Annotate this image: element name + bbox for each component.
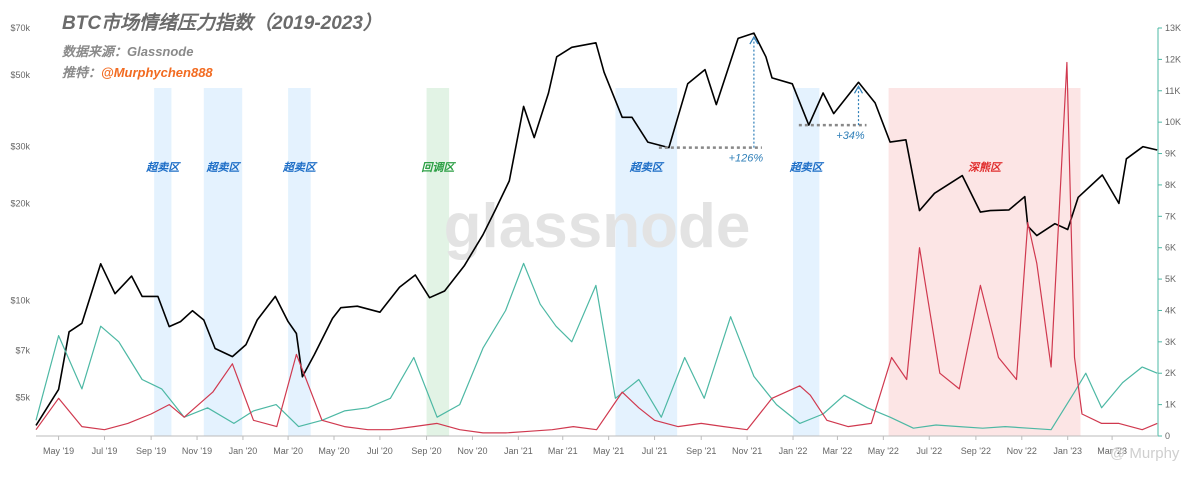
chart-title: BTC市场情绪压力指数（2019-2023）	[62, 13, 382, 34]
y-right-tick-label: 8K	[1165, 180, 1176, 190]
data-source-label: 数据来源：	[62, 44, 128, 59]
y-right-tick-label: 7K	[1165, 211, 1176, 221]
annotation-label: +126%	[729, 153, 764, 165]
zone-oversold	[203, 88, 243, 436]
annotation-label: +34%	[836, 130, 865, 142]
data-source-value: Glassnode	[127, 44, 194, 59]
y-left-tick-label: $5k	[15, 393, 30, 403]
x-tick-label: Jul '22	[916, 446, 942, 456]
y-left-tick-label: $20k	[10, 198, 30, 208]
twitter-label: 推特：	[62, 65, 102, 80]
zone-label: 深熊区	[968, 161, 1003, 174]
x-tick-label: Jul '20	[367, 446, 393, 456]
y-left-tick-label: $50k	[10, 70, 30, 80]
zone-oversold	[615, 88, 678, 436]
zone-label: 超卖区	[629, 161, 665, 174]
y-left-tick-label: $10k	[10, 296, 30, 306]
y-right-tick-label: 1K	[1165, 400, 1176, 410]
annotation-arrowhead	[749, 35, 759, 45]
btc-price-line	[35, 32, 1158, 426]
y-right-tick-label: 4K	[1165, 305, 1176, 315]
x-tick-label: Jan '22	[779, 446, 808, 456]
stress-index-green-line	[35, 262, 1158, 431]
y-right-tick-label: 9K	[1165, 149, 1176, 159]
x-tick-label: May '19	[43, 446, 74, 456]
annotation-arrowhead	[853, 85, 864, 94]
y-right-tick-label: 2K	[1165, 368, 1176, 378]
x-tick-label: Sep '22	[961, 446, 991, 456]
x-tick-label: Sep '19	[136, 446, 166, 456]
glassnode-watermark: glassnode	[444, 192, 751, 261]
x-tick-label: Jan '20	[229, 446, 258, 456]
x-tick-label: Jul '19	[92, 446, 118, 456]
stress-index-red-line	[35, 61, 1158, 434]
y-right-tick-label: 11K	[1165, 86, 1180, 96]
data-source: 数据来源：Glassnode	[62, 41, 193, 60]
x-tick-label: Sep '21	[686, 446, 716, 456]
zone-label: 超卖区	[206, 161, 242, 174]
y-left-tick-label: $7k	[15, 345, 30, 355]
y-right-tick-label: 6K	[1165, 243, 1176, 253]
x-tick-label: May '22	[868, 446, 899, 456]
y-right-tick-label: 12K	[1165, 54, 1181, 64]
twitter-credit: 推特：@Murphychen888	[62, 62, 213, 81]
twitter-handle: @Murphychen888	[101, 65, 213, 80]
y-right-tick-label: 5K	[1165, 274, 1176, 284]
x-tick-label: Mar '21	[548, 446, 578, 456]
x-tick-label: Mar '23	[1097, 446, 1127, 456]
zone-oversold	[154, 88, 172, 436]
zone-oversold	[793, 88, 820, 436]
x-tick-label: Sep '20	[411, 446, 441, 456]
x-tick-label: Jul '21	[642, 446, 668, 456]
zone-oversold	[288, 88, 311, 436]
x-tick-label: Jan '21	[504, 446, 533, 456]
x-tick-label: Mar '22	[823, 446, 853, 456]
zone-label: 超卖区	[282, 161, 318, 174]
x-tick-label: Nov '21	[732, 446, 762, 456]
zone-deep_bear	[888, 88, 1081, 436]
x-tick-label: May '20	[318, 446, 349, 456]
zone-label: 超卖区	[789, 161, 825, 174]
y-right-tick-label: 3K	[1165, 337, 1176, 347]
footer-watermark: @ Murphy	[1110, 445, 1180, 462]
y-right-tick-label: 10K	[1165, 117, 1181, 127]
zone-pullback	[426, 88, 450, 436]
y-right-tick-label: 13K	[1165, 23, 1181, 33]
y-left-tick-label: $70k	[10, 23, 30, 33]
x-tick-label: Jan '23	[1053, 446, 1082, 456]
x-tick-label: May '21	[593, 446, 624, 456]
x-tick-label: Nov '19	[182, 446, 212, 456]
y-left-tick-label: $30k	[10, 142, 30, 152]
y-right-tick-label: 0	[1165, 431, 1170, 441]
x-tick-label: Nov '20	[457, 446, 487, 456]
zone-label: 回调区	[421, 161, 456, 174]
zone-label: 超卖区	[145, 161, 181, 174]
x-tick-label: Mar '20	[273, 446, 303, 456]
x-tick-label: Nov '22	[1007, 446, 1037, 456]
